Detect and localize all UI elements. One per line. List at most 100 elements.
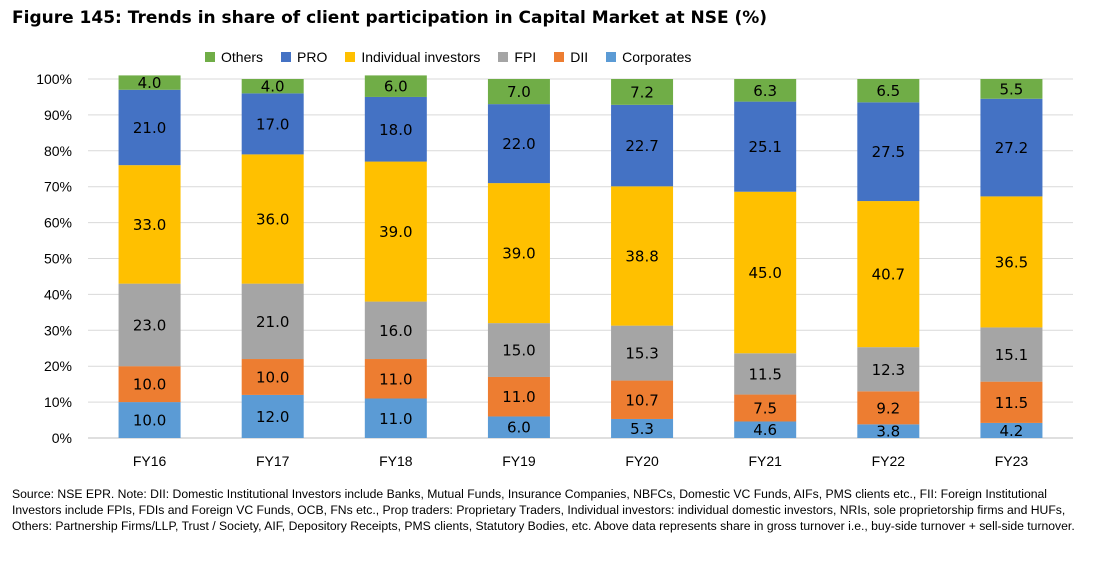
- data-label-dii: 11.0: [502, 388, 535, 406]
- legend-swatch-fpi: [498, 52, 509, 62]
- bar-segment-fpi: [241, 283, 304, 360]
- bar-segment-fpi: [611, 325, 674, 381]
- data-label-others: 6.5: [876, 82, 900, 100]
- chart-legend: Others PRO Individual investors FPI DII Corpo…: [205, 49, 691, 65]
- data-label-pro: 25.1: [748, 138, 781, 156]
- bar-segment-fpi: [980, 327, 1043, 382]
- data-label-corporates: 12.0: [256, 408, 289, 426]
- data-label-individual-investors: 38.8: [625, 247, 658, 265]
- data-label-fpi: 23.0: [133, 316, 166, 334]
- bar-segment-pro: [611, 104, 674, 187]
- legend-swatch-others: [205, 52, 215, 62]
- legend-item-individual-investors: Individual investors: [345, 49, 480, 65]
- y-tick-label: 50%: [44, 251, 72, 267]
- data-label-corporates: 4.2: [1000, 422, 1024, 440]
- data-label-individual-investors: 36.5: [995, 253, 1028, 271]
- bar-segment-pro: [241, 93, 304, 155]
- data-label-pro: 27.5: [872, 143, 905, 161]
- legend-swatch-pro: [281, 52, 292, 62]
- bar-segment-corporates: [857, 424, 920, 438]
- bar-segment-fpi: [487, 323, 550, 377]
- data-label-individual-investors: 40.7: [872, 266, 905, 284]
- bar-segment-others: [611, 79, 674, 105]
- chart-source-note: Source: NSE EPR. Note: DII: Domestic Ins…: [12, 487, 1075, 533]
- y-tick-label: 80%: [44, 143, 72, 159]
- bar-segment-others: [487, 79, 550, 105]
- data-label-corporates: 3.8: [876, 423, 900, 441]
- data-label-dii: 7.5: [753, 400, 777, 418]
- data-label-fpi: 15.3: [625, 345, 658, 363]
- bar-segment-others: [364, 75, 427, 97]
- legend-label-individual-investors: Individual investors: [361, 49, 481, 65]
- legend-swatch-dii: [554, 52, 565, 62]
- bar-segment-pro: [364, 96, 427, 162]
- data-label-pro: 22.0: [502, 135, 535, 153]
- data-label-pro: 17.0: [256, 115, 289, 133]
- data-label-pro: 18.0: [379, 121, 412, 139]
- bar-segment-individual-investors: [734, 191, 797, 354]
- bar-segment-fpi: [734, 353, 797, 395]
- y-tick-label: 0%: [52, 430, 72, 446]
- data-label-fpi: 15.1: [995, 346, 1028, 364]
- data-label-individual-investors: 45.0: [748, 264, 781, 282]
- x-tick-label: FY22: [872, 453, 906, 469]
- bar-segment-fpi: [857, 347, 920, 392]
- y-tick-label: 70%: [44, 179, 72, 195]
- data-label-dii: 11.5: [995, 394, 1028, 412]
- legend-label-corporates: Corporates: [622, 49, 692, 65]
- data-label-corporates: 11.0: [379, 410, 412, 428]
- bar-segment-individual-investors: [487, 183, 550, 324]
- bar-segment-dii: [118, 366, 181, 403]
- data-label-pro: 27.2: [995, 139, 1028, 157]
- bar-segment-dii: [857, 391, 920, 425]
- bar-segment-individual-investors: [118, 165, 181, 284]
- bar-segment-dii: [980, 381, 1043, 423]
- y-tick-label: 60%: [44, 215, 72, 231]
- bar-segment-dii: [734, 394, 797, 422]
- bar-segment-others: [118, 75, 181, 90]
- data-label-individual-investors: 36.0: [256, 211, 289, 229]
- bar-segment-individual-investors: [980, 196, 1043, 328]
- bar-segment-individual-investors: [611, 186, 674, 326]
- legend-swatch-corporates: [606, 52, 617, 62]
- y-tick-label: 10%: [44, 394, 72, 410]
- y-tick-label: 100%: [36, 71, 72, 87]
- bar-segment-individual-investors: [241, 154, 304, 284]
- x-tick-label: FY21: [748, 453, 782, 469]
- bar-segment-fpi: [364, 301, 427, 360]
- data-label-others: 6.3: [753, 82, 777, 100]
- data-label-pro: 21.0: [133, 119, 166, 137]
- data-label-individual-investors: 33.0: [133, 216, 166, 234]
- data-label-corporates: 10.0: [133, 412, 166, 430]
- bar-segment-dii: [241, 359, 304, 395]
- legend-label-pro: PRO: [297, 49, 328, 65]
- data-label-fpi: 16.0: [379, 322, 412, 340]
- legend-swatch-individual-investors: [345, 52, 356, 62]
- bar-segment-fpi: [118, 283, 181, 367]
- bar-segment-pro: [118, 89, 181, 166]
- y-tick-label: 30%: [44, 322, 72, 338]
- x-tick-label: FY18: [379, 453, 413, 469]
- data-label-dii: 10.0: [256, 368, 289, 386]
- bar-segment-dii: [611, 380, 674, 419]
- bar-segment-pro: [980, 98, 1043, 197]
- legend-item-corporates: Corporates: [606, 49, 691, 65]
- data-label-dii: 10.0: [133, 376, 166, 394]
- bar-segment-corporates: [364, 398, 427, 438]
- y-tick-label: 40%: [44, 286, 72, 302]
- bar-segment-others: [857, 79, 920, 103]
- legend-label-fpi: FPI: [514, 49, 537, 65]
- data-label-pro: 22.7: [625, 137, 658, 155]
- bar-segment-corporates: [487, 416, 550, 438]
- data-label-corporates: 5.3: [630, 420, 654, 438]
- legend-item-pro: PRO: [281, 49, 327, 65]
- data-label-fpi: 21.0: [256, 313, 289, 331]
- bar-segment-corporates: [734, 421, 797, 438]
- data-label-dii: 11.0: [379, 370, 412, 388]
- legend-label-others: Others: [221, 49, 264, 65]
- data-label-fpi: 15.0: [502, 342, 535, 360]
- data-label-corporates: 6.0: [507, 419, 531, 437]
- x-tick-label: FY17: [256, 453, 290, 469]
- data-label-dii: 10.7: [625, 391, 658, 409]
- data-label-others: 4.0: [138, 74, 162, 92]
